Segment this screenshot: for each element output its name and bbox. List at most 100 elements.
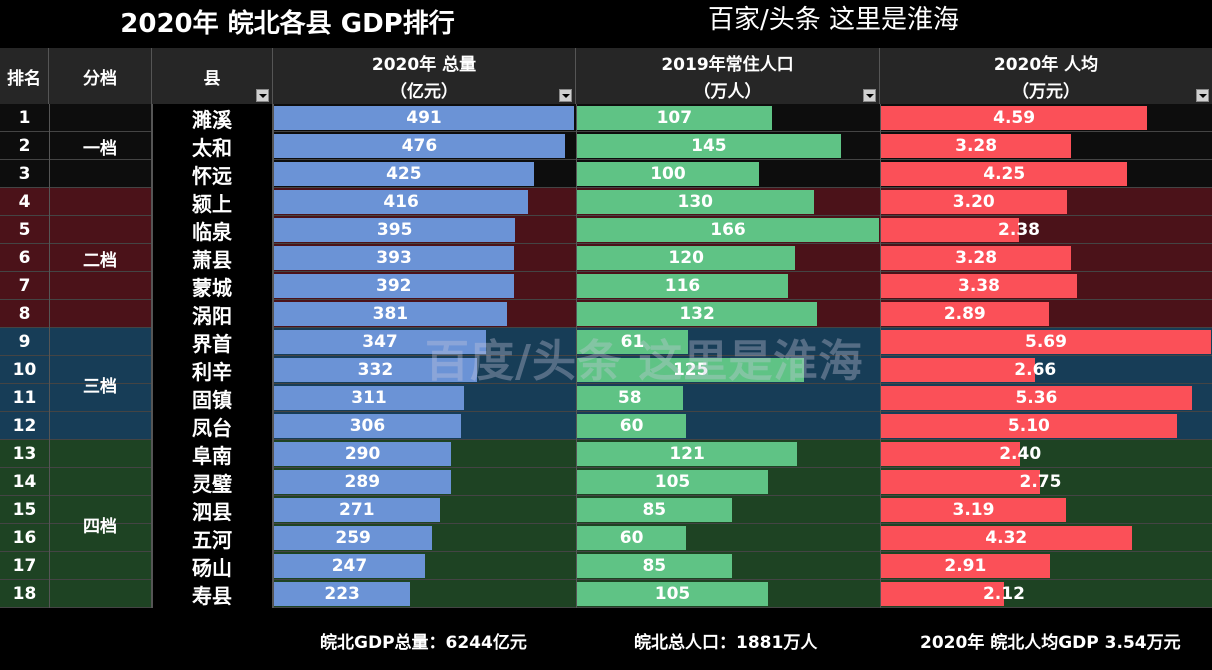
table-body: 一档 二档 三档 四档 1 濉溪 491 107 4.59 2 太和 476 145 3.28 3 怀远 425… bbox=[0, 104, 1212, 608]
gdp-bar bbox=[274, 386, 465, 410]
rank-cell: 12 bbox=[12, 416, 37, 436]
per-capita-value-label: 2.66 bbox=[1014, 360, 1057, 380]
county-cell: 临泉 bbox=[152, 216, 273, 244]
gdp-value-label: 395 bbox=[376, 220, 413, 240]
gdp-value-label: 289 bbox=[344, 472, 381, 492]
gdp-value-label: 247 bbox=[331, 556, 368, 576]
county-cell: 五河 bbox=[152, 524, 273, 552]
per-capita-bar bbox=[881, 386, 1192, 410]
gdp-bar bbox=[274, 246, 515, 270]
filter-dropdown-icon[interactable] bbox=[256, 89, 269, 102]
population-value-label: 116 bbox=[664, 276, 701, 296]
column-divider bbox=[576, 104, 577, 608]
rank-cell: 4 bbox=[18, 192, 31, 212]
gdp-bar bbox=[274, 442, 452, 466]
county-cell: 阜南 bbox=[152, 440, 273, 468]
table-header: 排名 分档 县 2020年 总量 （亿元） 2019年常住人口 （万人） 202… bbox=[0, 48, 1212, 104]
gdp-value-label: 476 bbox=[401, 136, 438, 156]
header-pop-line1: 2019年常住人口 bbox=[661, 55, 794, 75]
county-cell: 太和 bbox=[152, 132, 273, 160]
county-cell: 利辛 bbox=[152, 356, 273, 384]
per-capita-value-label: 4.32 bbox=[985, 528, 1028, 548]
population-bar bbox=[577, 246, 796, 270]
rank-cell: 17 bbox=[12, 556, 37, 576]
per-capita-bar bbox=[881, 274, 1078, 298]
population-value-label: 85 bbox=[642, 556, 667, 576]
header-rank-label: 排名 bbox=[7, 68, 41, 89]
gdp-bar bbox=[274, 358, 477, 382]
per-capita-value-label: 3.28 bbox=[955, 248, 998, 268]
per-capita-bar bbox=[881, 526, 1132, 550]
per-capita-bar bbox=[881, 134, 1072, 158]
gdp-value-label: 271 bbox=[339, 500, 375, 520]
gdp-value-label: 416 bbox=[383, 192, 419, 212]
population-value-label: 132 bbox=[679, 304, 715, 324]
header-rank: 排名 bbox=[0, 48, 49, 104]
county-cell: 濉溪 bbox=[152, 104, 273, 132]
rank-cell: 16 bbox=[12, 528, 37, 548]
population-value-label: 105 bbox=[654, 472, 691, 492]
gdp-value-label: 347 bbox=[362, 332, 398, 352]
gdp-value-label: 290 bbox=[344, 444, 381, 464]
per-capita-value-label: 3.20 bbox=[952, 192, 995, 212]
population-bar bbox=[577, 526, 687, 550]
gdp-bar bbox=[274, 554, 425, 578]
county-cell: 灵璧 bbox=[152, 468, 273, 496]
summary-footer: 皖北GDP总量：6244亿元 皖北总人口：1881万人 2020年 皖北人均GD… bbox=[0, 608, 1212, 670]
per-capita-value-label: 3.38 bbox=[958, 276, 1000, 296]
per-capita-value-label: 5.10 bbox=[1007, 416, 1050, 436]
gdp-value-label: 223 bbox=[324, 584, 360, 604]
header-gdp: 2020年 总量 （亿元） bbox=[273, 48, 576, 104]
population-value-label: 107 bbox=[656, 108, 693, 128]
county-cell: 砀山 bbox=[152, 552, 273, 580]
population-value-label: 145 bbox=[691, 136, 727, 156]
per-capita-value-label: 4.25 bbox=[983, 164, 1026, 184]
population-value-label: 60 bbox=[619, 416, 644, 436]
rank-cell: 2 bbox=[18, 136, 31, 156]
population-bar bbox=[577, 554, 732, 578]
header-pc-line2: （万元） bbox=[1012, 82, 1080, 102]
population-bar bbox=[577, 274, 789, 298]
per-capita-value-label: 2.75 bbox=[1019, 472, 1062, 492]
county-cell: 界首 bbox=[152, 328, 273, 356]
gdp-bar bbox=[274, 106, 574, 130]
filter-dropdown-icon[interactable] bbox=[559, 89, 572, 102]
population-bar bbox=[577, 162, 759, 186]
per-capita-value-label: 5.36 bbox=[1015, 388, 1058, 408]
population-value-label: 121 bbox=[669, 444, 705, 464]
per-capita-bar bbox=[881, 498, 1066, 522]
per-capita-bar bbox=[881, 582, 1004, 606]
population-bar bbox=[577, 190, 814, 214]
filter-dropdown-icon[interactable] bbox=[863, 89, 876, 102]
gdp-bar bbox=[274, 526, 433, 550]
rank-cell: 3 bbox=[18, 164, 31, 184]
gdp-value-label: 381 bbox=[372, 304, 409, 324]
gdp-value-label: 332 bbox=[357, 360, 394, 380]
header-county: 县 bbox=[152, 48, 273, 104]
column-divider bbox=[152, 104, 153, 608]
gdp-bar bbox=[274, 162, 534, 186]
population-bar bbox=[577, 218, 879, 242]
per-capita-value-label: 3.28 bbox=[955, 136, 998, 156]
county-cell: 固镇 bbox=[152, 384, 273, 412]
footer-per-capita: 2020年 皖北人均GDP 3.54万元 bbox=[920, 633, 1181, 653]
rank-cell: 9 bbox=[18, 332, 31, 352]
gdp-value-label: 425 bbox=[386, 164, 422, 184]
per-capita-bar bbox=[881, 358, 1036, 382]
gdp-value-label: 392 bbox=[376, 276, 412, 296]
rank-cell: 13 bbox=[12, 444, 37, 464]
per-capita-bar bbox=[881, 190, 1067, 214]
gdp-bar bbox=[274, 470, 451, 494]
per-capita-value-label: 2.91 bbox=[944, 556, 987, 576]
filter-dropdown-icon[interactable] bbox=[1196, 89, 1209, 102]
per-capita-value-label: 2.89 bbox=[943, 304, 986, 324]
county-cell: 蒙城 bbox=[152, 272, 273, 300]
rank-cell: 1 bbox=[18, 108, 31, 128]
per-capita-value-label: 3.19 bbox=[952, 500, 995, 520]
rank-cell: 6 bbox=[18, 248, 31, 268]
gdp-value-label: 259 bbox=[335, 528, 371, 548]
gdp-value-label: 306 bbox=[349, 416, 386, 436]
county-cell: 颍上 bbox=[152, 188, 273, 216]
county-cell: 怀远 bbox=[152, 160, 273, 188]
header-tier-label: 分档 bbox=[83, 68, 117, 89]
